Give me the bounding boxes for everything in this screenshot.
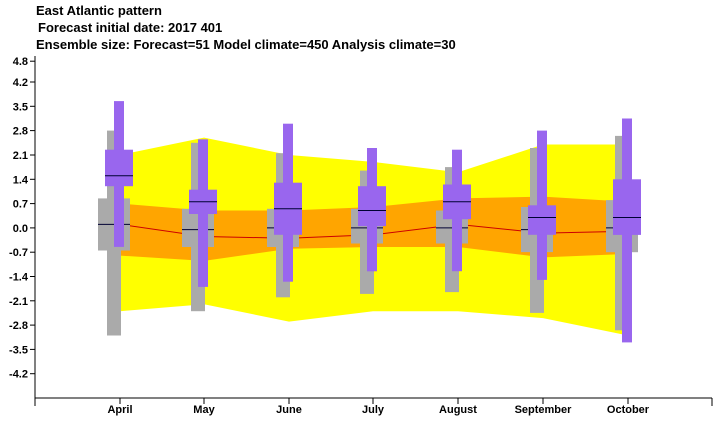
x-tick-label: June	[276, 404, 302, 416]
y-tick-label: -0.7	[9, 247, 28, 259]
forecast-whisker	[537, 130, 547, 280]
ensemble-size-label: Ensemble size: Forecast=51 Model climate…	[36, 37, 456, 52]
y-tick-label: -4.2	[9, 369, 28, 381]
box-plots	[98, 101, 641, 343]
forecast-date-label: Forecast initial date: 2017 401	[38, 20, 223, 35]
y-tick-label: -3.5	[9, 344, 28, 356]
y-tick-label: 4.2	[13, 77, 28, 89]
x-tick-label: August	[439, 404, 477, 416]
y-tick-label: 2.8	[13, 126, 28, 138]
forecast-box	[528, 205, 556, 235]
x-tick-label: May	[193, 404, 215, 416]
y-tick-label: 0.7	[13, 199, 28, 211]
x-tick-label: October	[607, 404, 650, 416]
x-tick-label: September	[515, 404, 573, 416]
forecast-box	[105, 149, 133, 187]
y-tick-label: 1.4	[13, 174, 29, 186]
y-tick-label: 2.1	[13, 150, 28, 162]
x-tick-label: April	[107, 404, 132, 416]
y-tick-label: -2.1	[9, 296, 28, 308]
x-tick-label: July	[362, 404, 385, 416]
y-tick-label: -1.4	[9, 272, 29, 284]
chart-title: East Atlantic pattern	[36, 3, 162, 18]
y-tick-label: 0.0	[13, 223, 28, 235]
axes: 4.8 4.2 3.5 2.8 2.1 1.4 0.7 0.0 -0.7 -1.4 -2.1 -2.8…	[9, 56, 713, 416]
y-tick-label: 3.5	[13, 101, 28, 113]
y-tick-label: -2.8	[9, 320, 28, 332]
forecast-box	[358, 186, 386, 227]
forecast-box	[613, 179, 641, 235]
y-tick-label: 4.8	[13, 56, 28, 68]
